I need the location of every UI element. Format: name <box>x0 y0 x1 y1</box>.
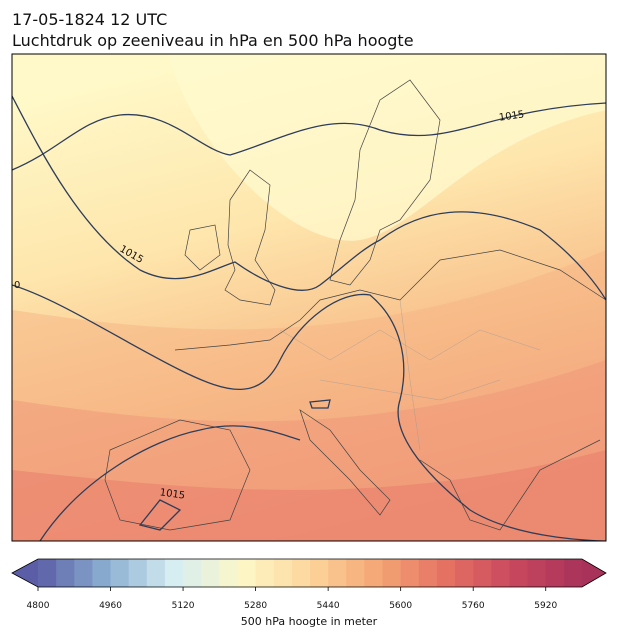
colorbar-band <box>563 559 583 587</box>
coastline <box>174 249 606 351</box>
isobar <box>12 284 606 541</box>
colorbar-tick-label: 5920 <box>534 601 557 611</box>
contour-label: 1015 <box>498 109 525 123</box>
colorbar-label: 500 hPa hoogte in meter <box>241 615 378 628</box>
coastline <box>224 169 276 306</box>
colorbar-band <box>38 559 57 587</box>
colorbar-tick-label: 5120 <box>172 601 195 611</box>
coastline <box>104 419 251 531</box>
height-band <box>170 54 606 241</box>
colorbar-tick-label: 5760 <box>462 601 485 611</box>
colorbar-tick-label: 5600 <box>389 601 412 611</box>
colorbar-tick-label: 4800 <box>27 601 50 611</box>
coastline <box>299 409 391 516</box>
isobar <box>12 95 606 301</box>
colorbar-band <box>491 559 510 587</box>
colorbar-tick-label: 5280 <box>244 601 267 611</box>
colorbar-tick-label: 5440 <box>317 601 340 611</box>
colorbar-band <box>146 559 166 587</box>
colorbar-extend <box>12 559 38 587</box>
colorbar-band <box>310 559 329 587</box>
colorbar-band <box>74 559 93 587</box>
border <box>279 299 541 451</box>
map-frame <box>11 53 607 542</box>
coastline <box>419 439 601 531</box>
contour-label: 1015 <box>159 487 186 501</box>
colorbar-extend <box>582 559 606 587</box>
title: 17-05-1824 12 UTC <box>12 10 167 29</box>
colorbar-band <box>128 559 148 587</box>
colorbar-band <box>328 559 347 587</box>
colorbar-band <box>164 559 184 587</box>
colorbar-band <box>364 559 384 587</box>
colorbar-band <box>545 559 565 587</box>
colorbar-band <box>473 559 492 587</box>
colorbar-band <box>346 559 365 587</box>
colorbar-band <box>418 559 438 587</box>
colorbar-band <box>400 559 420 587</box>
colorbar-band <box>183 559 202 587</box>
colorbar-band <box>527 559 547 587</box>
coastline <box>184 224 221 271</box>
colorbar-band <box>56 559 75 587</box>
colorbar-band <box>455 559 474 587</box>
colorbar-band <box>436 559 456 587</box>
isobar <box>12 102 606 171</box>
map <box>12 54 606 541</box>
colorbar-band <box>201 559 220 587</box>
isobar <box>39 399 331 541</box>
colorbar-tick-label: 4960 <box>99 601 122 611</box>
colorbar-band <box>219 559 238 587</box>
colorbar-band <box>255 559 275 587</box>
contour-label: 0 <box>14 280 20 291</box>
colorbar-band <box>509 559 529 587</box>
subtitle: Luchtdruk op zeeniveau in hPa en 500 hPa… <box>12 31 414 50</box>
colorbar-band <box>273 559 293 587</box>
colorbar-band <box>382 559 402 587</box>
coastline <box>329 79 441 286</box>
height-band <box>12 450 606 541</box>
colorbar-band <box>237 559 257 587</box>
colorbar-band <box>291 559 311 587</box>
colorbar-band <box>110 559 130 587</box>
colorbar-band <box>92 559 112 587</box>
colorbar: 4800 4960 5120 5280 5440 5600 5760 5920 <box>11 558 607 611</box>
